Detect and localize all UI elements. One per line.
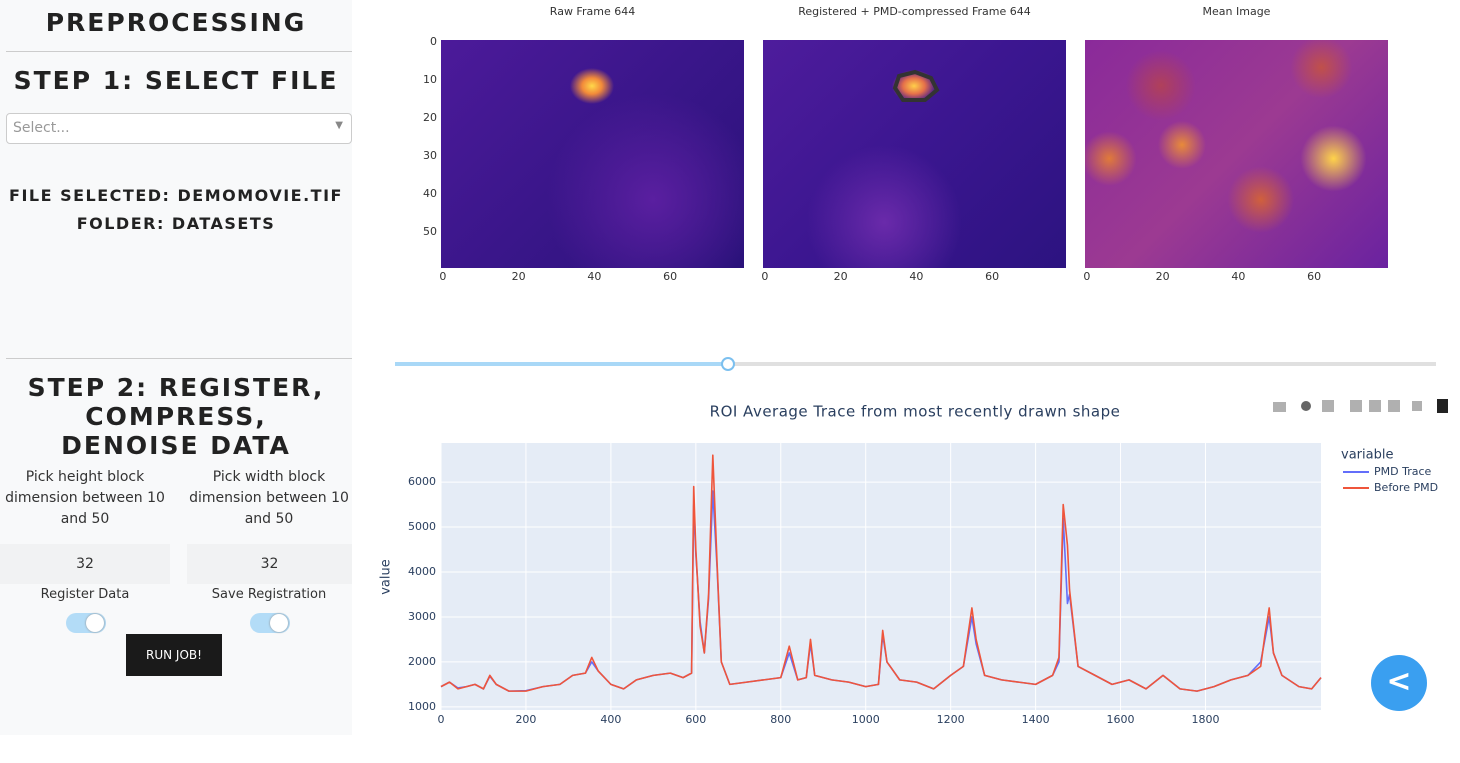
x-tick-label: 60 bbox=[1307, 270, 1321, 283]
line-series bbox=[441, 455, 1321, 691]
x-tick-label: 0 bbox=[439, 270, 446, 283]
file-select[interactable]: Select... ▼ bbox=[6, 113, 352, 144]
x-tick-label: 20 bbox=[834, 270, 848, 283]
modebar-button[interactable] bbox=[1350, 400, 1362, 412]
y-tick-label: 10 bbox=[423, 73, 437, 86]
height-input[interactable]: 32 bbox=[0, 544, 170, 584]
modebar-button[interactable] bbox=[1322, 400, 1334, 412]
x-tick-label: 20 bbox=[1156, 270, 1170, 283]
x-tick-label: 600 bbox=[685, 713, 706, 726]
y-tick-label: 5000 bbox=[408, 520, 436, 533]
width-label: Pick width block dimension between 10 an… bbox=[184, 467, 354, 530]
height-label: Pick height block dimension between 10 a… bbox=[0, 467, 170, 530]
dropdown-arrow: ▼ bbox=[335, 120, 343, 131]
select-placeholder: Select... bbox=[13, 120, 70, 136]
mean-image bbox=[1085, 40, 1388, 268]
register-toggle[interactable] bbox=[66, 613, 106, 633]
modebar-button[interactable] bbox=[1301, 401, 1311, 411]
y-tick-label: 30 bbox=[423, 149, 437, 162]
image-title: Registered + PMD-compressed Frame 644 bbox=[798, 5, 1031, 18]
x-tick-label: 400 bbox=[600, 713, 621, 726]
x-tick-label: 40 bbox=[909, 270, 923, 283]
plot-background bbox=[441, 443, 1321, 710]
x-tick-label: 1800 bbox=[1191, 713, 1219, 726]
debug-toggle[interactable]: < > bbox=[1371, 655, 1427, 711]
file-selected: FILE SELECTED: DEMOMOVIE.TIF bbox=[0, 186, 352, 205]
slider-handle[interactable] bbox=[722, 358, 734, 370]
x-tick-label: 200 bbox=[515, 713, 536, 726]
folder: FOLDER: DATASETS bbox=[0, 214, 352, 233]
x-tick-label: 1000 bbox=[852, 713, 880, 726]
divider bbox=[6, 51, 352, 52]
modebar bbox=[1273, 399, 1448, 413]
sidebar: PREPROCESSING STEP 1: SELECT FILE Select… bbox=[0, 0, 352, 735]
raw-frame-image bbox=[441, 40, 744, 268]
modebar-button[interactable] bbox=[1437, 399, 1448, 413]
y-tick-label: 3000 bbox=[408, 610, 436, 623]
x-tick-label: 1600 bbox=[1107, 713, 1135, 726]
x-tick-label: 40 bbox=[1231, 270, 1245, 283]
save-toggle[interactable] bbox=[250, 613, 290, 633]
modebar-button[interactable] bbox=[1412, 401, 1422, 411]
step-heading: STEP 1: SELECT FILE bbox=[0, 66, 352, 95]
y-tick-label: 50 bbox=[423, 225, 437, 238]
x-tick-label: 0 bbox=[1083, 270, 1090, 283]
modebar-button[interactable] bbox=[1388, 400, 1400, 412]
image-title: Raw Frame 644 bbox=[550, 5, 635, 18]
roi-outline bbox=[763, 40, 1066, 268]
x-tick-label: 0 bbox=[761, 270, 768, 283]
legend-title: variable bbox=[1341, 448, 1393, 463]
image-title: Mean Image bbox=[1203, 5, 1271, 18]
y-tick-label: 1000 bbox=[408, 700, 436, 713]
x-tick-label: 20 bbox=[512, 270, 526, 283]
y-axis-label: value bbox=[379, 559, 394, 595]
y-tick-label: 6000 bbox=[408, 475, 436, 488]
save-label: Save Registration bbox=[184, 584, 354, 605]
registered-frame-image bbox=[763, 40, 1066, 268]
divider bbox=[6, 358, 352, 359]
step-heading: STEP 2: REGISTER, COMPRESS, DENOISE DATA bbox=[20, 373, 332, 460]
legend-label: Before PMD bbox=[1374, 481, 1438, 494]
x-tick-label: 1200 bbox=[937, 713, 965, 726]
y-tick-label: 40 bbox=[423, 187, 437, 200]
register-label: Register Data bbox=[0, 584, 170, 605]
y-tick-label: 2000 bbox=[408, 655, 436, 668]
x-tick-label: 40 bbox=[587, 270, 601, 283]
line-series bbox=[441, 491, 1321, 691]
width-input[interactable]: 32 bbox=[187, 544, 352, 584]
chart-title: ROI Average Trace from most recently dra… bbox=[710, 403, 1121, 421]
page-title: PREPROCESSING bbox=[0, 8, 352, 37]
page: {"sidebar": {"title": "PREPROCESSING", "… bbox=[0, 0, 1460, 735]
y-tick-label: 4000 bbox=[408, 565, 436, 578]
x-tick-label: 800 bbox=[770, 713, 791, 726]
y-tick-label: 0 bbox=[430, 35, 437, 48]
x-tick-label: 1400 bbox=[1022, 713, 1050, 726]
modebar-button[interactable] bbox=[1273, 402, 1286, 412]
legend-label: PMD Trace bbox=[1374, 465, 1432, 478]
x-tick-label: 60 bbox=[663, 270, 677, 283]
x-tick-label: 0 bbox=[438, 713, 445, 726]
x-tick-label: 60 bbox=[985, 270, 999, 283]
y-tick-label: 20 bbox=[423, 111, 437, 124]
run-button[interactable]: RUN JOB! bbox=[126, 634, 222, 676]
modebar-button[interactable] bbox=[1369, 400, 1381, 412]
